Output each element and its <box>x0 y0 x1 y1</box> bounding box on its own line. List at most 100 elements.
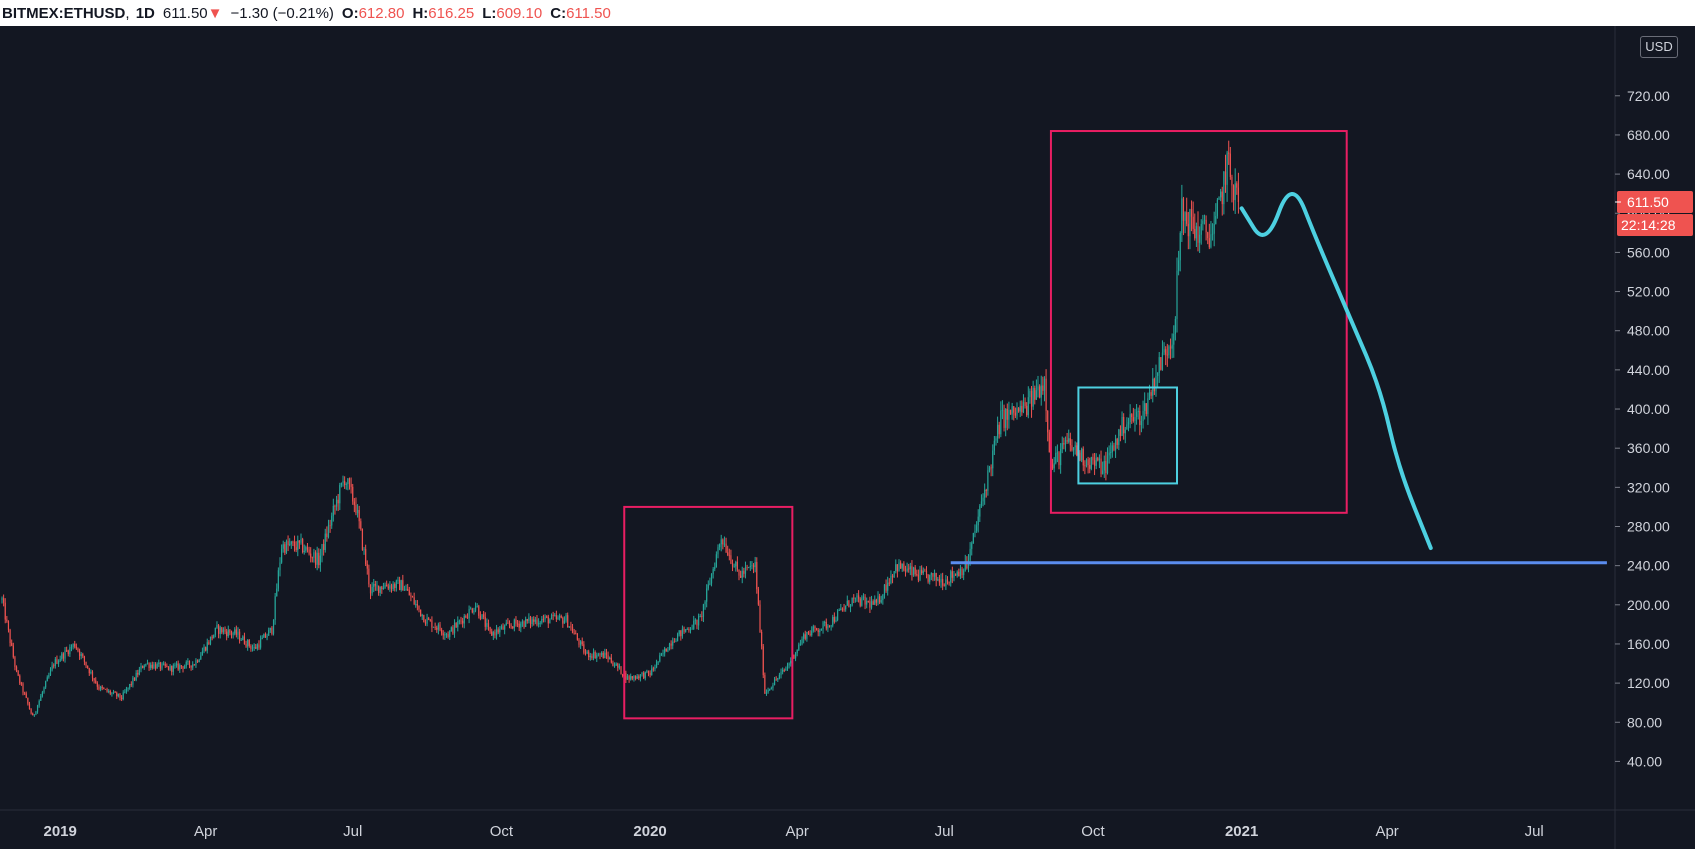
candle <box>1016 402 1018 420</box>
candle-body <box>827 625 829 629</box>
candle <box>594 650 596 659</box>
candle <box>1027 386 1029 419</box>
candle <box>961 566 963 579</box>
candle <box>366 560 368 575</box>
candle-body <box>516 623 519 625</box>
candle-body <box>93 678 95 681</box>
candle <box>276 583 278 597</box>
candle-body <box>1157 372 1159 376</box>
candle <box>112 689 115 695</box>
candle-body <box>673 641 675 643</box>
candle <box>1216 197 1219 219</box>
candle-body <box>226 631 228 637</box>
candle <box>17 670 19 677</box>
candle <box>19 674 21 686</box>
candle <box>258 640 260 650</box>
candle-body <box>636 676 638 679</box>
interval-label[interactable]: 1D <box>135 4 155 22</box>
candle-body <box>836 610 839 620</box>
time-tick-label: Oct <box>1081 823 1105 840</box>
candle-body <box>589 655 591 658</box>
candle-body <box>954 574 957 576</box>
candle-body <box>1102 470 1104 474</box>
candle <box>1032 380 1034 410</box>
candle <box>1087 456 1089 474</box>
candle-body <box>361 528 364 550</box>
candle-body <box>295 547 297 551</box>
candle <box>592 648 595 661</box>
candle <box>1039 384 1041 399</box>
candle <box>452 625 454 635</box>
candle-body <box>340 482 343 486</box>
candle <box>759 600 761 633</box>
candle <box>547 614 549 629</box>
candle <box>953 571 955 582</box>
candle <box>1215 203 1217 225</box>
candle-body <box>1200 223 1202 235</box>
candle <box>1232 184 1235 211</box>
candle-body <box>424 622 427 624</box>
candle-body <box>1037 386 1039 391</box>
candle-body <box>888 582 890 584</box>
candle <box>706 584 708 608</box>
candle <box>339 482 341 511</box>
candle-body <box>788 663 790 666</box>
candle <box>326 526 328 542</box>
currency-button[interactable]: USD <box>1640 36 1678 58</box>
candle <box>1072 447 1075 457</box>
candle-body <box>704 601 706 605</box>
candle <box>1118 428 1120 451</box>
candle-body <box>415 604 417 605</box>
candle-body <box>591 655 593 659</box>
candle <box>1100 450 1102 478</box>
candle <box>849 604 852 613</box>
candle-body <box>610 657 612 663</box>
drawings[interactable] <box>623 130 1607 720</box>
candle-body <box>974 530 976 533</box>
candle-body <box>828 625 831 627</box>
candle <box>583 641 585 655</box>
candle-body <box>638 676 640 679</box>
candle <box>972 532 974 544</box>
price-tick-label: 440.00 <box>1627 362 1670 378</box>
candle-body <box>675 641 677 643</box>
candle-body <box>293 541 296 548</box>
candle <box>9 628 11 647</box>
price-chart[interactable]: 40.0080.00120.00160.00200.00240.00280.00… <box>0 26 1695 849</box>
candle-body <box>1068 438 1070 442</box>
candle <box>1034 385 1036 405</box>
candle <box>306 542 309 553</box>
candle <box>859 597 861 608</box>
candle-body <box>1 598 3 600</box>
candle <box>1155 364 1157 397</box>
candle <box>516 620 519 628</box>
candle <box>33 714 35 717</box>
candle <box>420 609 422 617</box>
candle-body <box>466 617 469 619</box>
candle-body <box>769 688 771 691</box>
candle <box>1131 413 1133 424</box>
candle <box>626 673 629 680</box>
candle-body <box>24 692 26 694</box>
candle-body <box>486 623 488 627</box>
candle <box>122 690 124 701</box>
price-tick-label: 240.00 <box>1627 558 1670 574</box>
candle <box>867 600 869 603</box>
candle <box>672 637 674 650</box>
candle <box>504 624 506 635</box>
candle-body <box>1009 410 1012 415</box>
candle-body <box>644 671 646 679</box>
candle <box>45 680 47 690</box>
candle-body <box>744 567 747 574</box>
candle <box>743 567 745 578</box>
candle <box>161 662 163 671</box>
candle <box>1056 444 1058 463</box>
candle-body <box>337 499 339 504</box>
candle-body <box>420 609 422 617</box>
symbol-name[interactable]: BITMEX:ETHUSD <box>2 4 126 22</box>
candle-body <box>83 656 86 662</box>
candle-body <box>138 669 140 675</box>
candle <box>714 562 716 572</box>
candle-body <box>413 597 415 605</box>
candle <box>793 654 795 659</box>
